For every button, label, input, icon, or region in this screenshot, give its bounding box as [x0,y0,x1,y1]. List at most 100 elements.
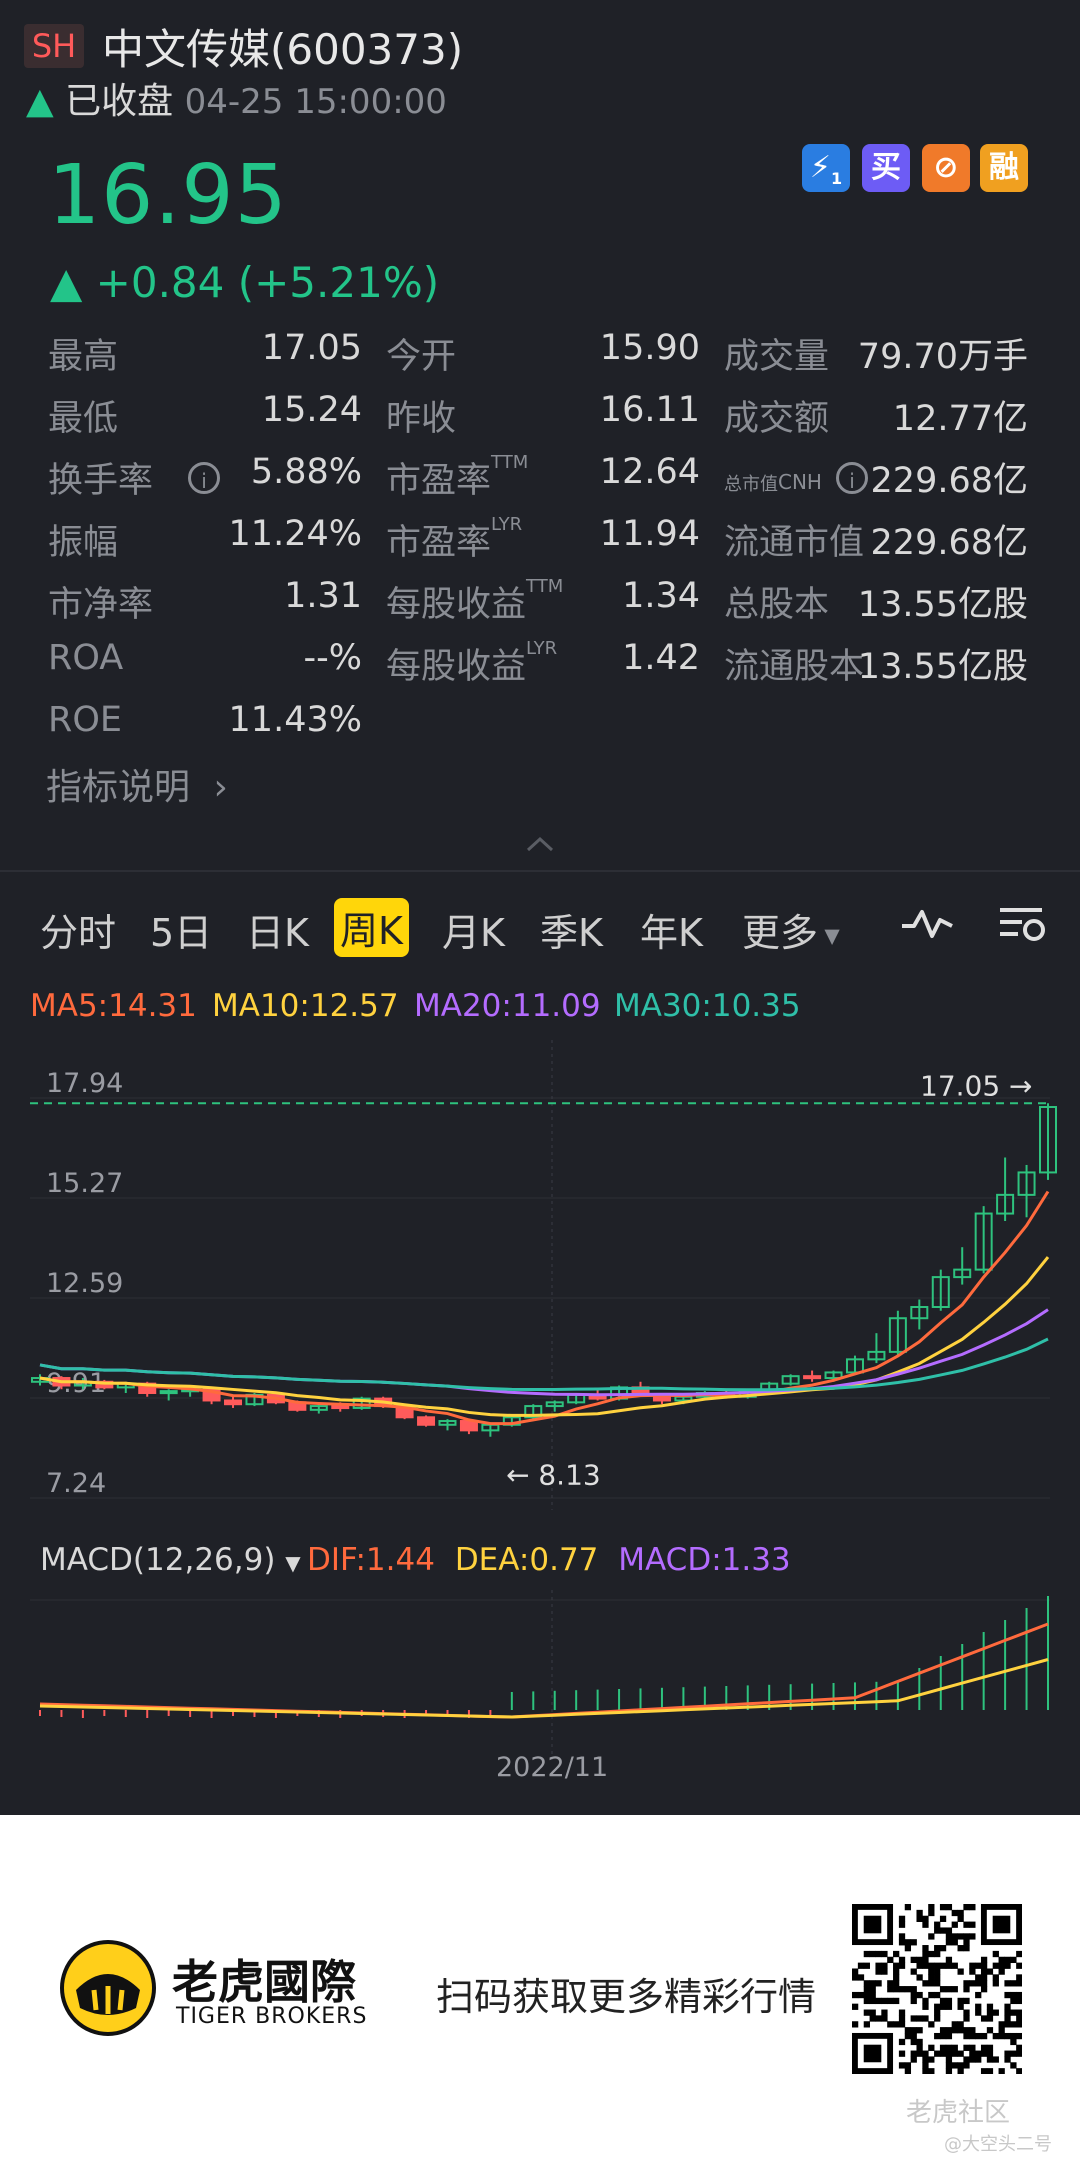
stat-label-text: 今开 [386,337,457,377]
tab-5day[interactable]: 5日 [150,911,213,955]
qr-module [893,1986,900,1993]
qr-module [980,2032,988,2040]
qr-module [904,2062,912,2069]
qr-module [910,1986,917,1993]
qr-module [869,1986,876,1993]
indicator-explain-link[interactable]: 指标说明 › [46,758,228,810]
stat-label: 市净率 [48,576,153,627]
stat-value: 15.24 [261,390,362,430]
tab-weekly-k[interactable]: 周K [334,898,409,957]
qr-module [898,2021,906,2028]
qr-module [928,2021,935,2028]
change-value: +0.84 (+5.21%) [95,258,440,307]
tab-more[interactable]: 更多 ▼ [742,902,840,957]
ma5-label: MA5:14.31 [30,988,197,1024]
qr-module [863,1991,870,1999]
qr-module [898,1939,906,1946]
qr-module [893,1997,900,2005]
qr-module [916,1956,923,1964]
qr-module [916,2050,923,2057]
info-icon[interactable]: i [836,462,868,494]
watermark-community: 老虎社区 [906,2098,1011,2128]
qr-module [922,2062,929,2069]
qr-module [998,2068,1005,2074]
margin-button[interactable]: 融 [980,144,1028,192]
stat-value: 11.24% [228,514,362,554]
qr-module [934,1921,941,1928]
qr-module [939,2044,947,2051]
tab-intraday[interactable]: 分时 [40,911,117,955]
macd-legend[interactable]: MACD(12,26,9) ▼ DIF:1.44 DEA:0.77 MACD:1… [40,1542,791,1578]
y-tick-label: 17.94 [46,1068,123,1099]
tiger-logo-icon [58,1938,158,2042]
qr-module [893,1950,900,1958]
flash-level: 1 [830,169,843,188]
ma10-label: MA10:12.57 [212,988,399,1024]
tab-yearly-k[interactable]: 年K [640,911,703,955]
tab-quarterly-k[interactable]: 季K [540,911,603,955]
qr-module [910,2056,917,2063]
flash-trade-icon[interactable]: ⚡1 [802,144,850,192]
stat-value: 17.05 [261,328,362,368]
qr-module [945,2003,953,2010]
qr-module [852,1968,859,1975]
qr-module [898,1915,906,1922]
qr-module [963,1921,970,1928]
qr-module [980,1968,988,1975]
buy-button[interactable]: 买 [862,144,910,192]
qr-module [916,2038,923,2046]
qr-module [945,1927,953,1934]
stat-label-text: ROA [48,638,124,678]
qr-module [893,1962,900,1969]
stat-label-text: 总股本 [724,585,830,625]
qr-module [887,2021,894,2028]
qr-module [893,1968,900,1975]
qr-module [881,1968,888,1975]
qr-module [945,2027,953,2034]
candle-body [996,1193,1015,1215]
qr-module [957,1909,964,1917]
qr-module [910,2038,917,2046]
qr-module [922,1945,929,1952]
chart-settings-icon[interactable] [996,904,1046,948]
qr-module [934,2050,941,2057]
qr-module [939,1997,947,2005]
stat-label: 总股本 [724,576,829,627]
qr-module [1016,2009,1022,2016]
qr-module [992,2009,999,2016]
qr-module [869,1991,876,1999]
qr-module [887,1997,894,2005]
qr-module [887,1956,894,1964]
qr-module [945,2044,953,2051]
up-triangle-icon: ▲ [26,81,54,122]
market-status: ▲ 已收盘 04-25 15:00:00 [26,72,447,124]
qr-module [957,2021,964,2028]
qr-module [1004,2009,1011,2016]
qr-module [928,1968,935,1975]
qr-module [939,1945,947,1952]
qr-module [852,1974,859,1981]
qr-module [1004,2021,1011,2028]
qr-module [945,1962,953,1969]
status-text: 已收盘 [65,81,174,122]
tab-monthly-k[interactable]: 月K [442,911,505,955]
stat-label: 最高 [48,328,118,379]
info-icon[interactable]: i [188,462,220,494]
qr-finder [863,1915,882,1934]
tab-daily-k[interactable]: 日K [246,911,309,955]
stat-label-text: 每股收益 [386,647,527,687]
candle-body [309,1405,328,1411]
qr-module [975,2050,982,2057]
qr-module [992,2056,999,2063]
stat-label: 流通股本 [724,638,864,689]
dropdown-arrow-icon: ▼ [285,1551,308,1575]
candle-body [1017,1171,1036,1196]
no-short-icon[interactable]: ⊘ [922,144,970,192]
qr-finder [863,2044,882,2063]
qr-module [1004,2050,1011,2057]
qr-module [869,2015,876,2022]
qr-module [963,1980,970,1987]
indicator-wave-icon[interactable] [900,906,954,946]
collapse-chevron-icon[interactable] [526,834,554,854]
